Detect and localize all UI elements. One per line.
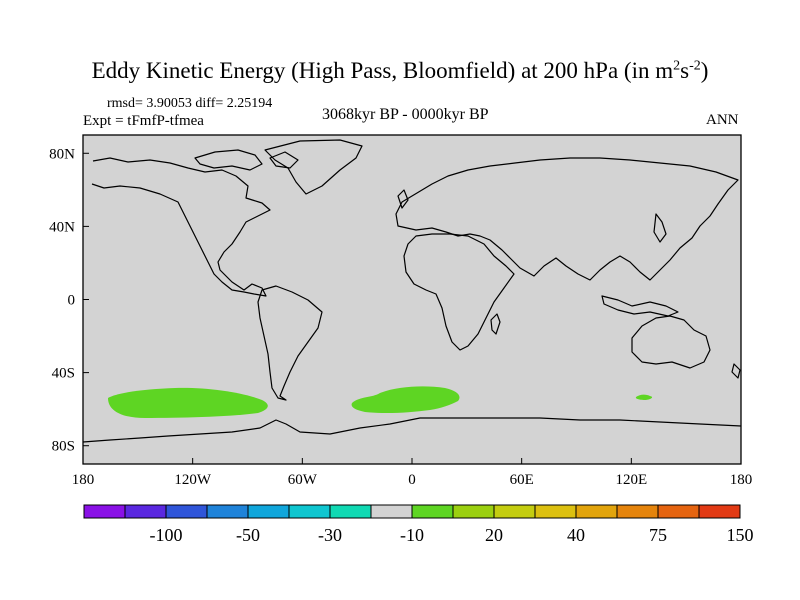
colorbar-box: [288, 504, 331, 519]
x-tick-label: 60W: [288, 472, 318, 488]
coastline-japan: [653, 213, 667, 243]
colorbar-box: [698, 504, 741, 519]
y-tick-label: 0: [68, 293, 76, 309]
anomaly-region-south-pacific: [108, 387, 268, 418]
colorbar-label: -50: [236, 525, 260, 545]
colorbar-box: [83, 504, 126, 519]
longitude-ticks: 180 120W 60W 0 60E 120E 180: [72, 458, 753, 488]
colorbar-box: [452, 504, 495, 519]
period-label: 3068kyr BP - 0000kyr BP: [322, 106, 489, 123]
colorbar-box: [329, 504, 372, 519]
coastline-madagascar: [490, 313, 501, 335]
coastline-canadian-arctic: [194, 149, 299, 171]
colorbar-box: [616, 504, 659, 519]
colorbar-label: 150: [727, 525, 754, 545]
coastline-australia: [631, 315, 711, 369]
coastline-indonesia: [601, 295, 679, 317]
x-tick-label: 0: [408, 472, 416, 488]
colorbar-box: [247, 504, 290, 519]
coastline-new-zealand: [731, 363, 741, 379]
experiment-label: Expt = tFmfP-tfmea: [83, 113, 204, 129]
coastline-greenland: [264, 139, 363, 195]
x-tick-label: 180: [730, 472, 753, 488]
colorbar-box: [575, 504, 618, 519]
statistics-label: rmsd= 3.90053 diff= 2.25194: [107, 96, 273, 111]
anomaly-region-indian-ocean: [635, 394, 653, 400]
coastline-south-america: [257, 285, 323, 401]
coastline-uk: [397, 189, 409, 209]
colorbar-box: [165, 504, 208, 519]
colorbar-box: [493, 504, 536, 519]
colorbar-label: 75: [649, 525, 667, 545]
colorbar-boxes: [83, 504, 741, 519]
x-tick-label: 120E: [615, 472, 647, 488]
colorbar-box: [657, 504, 700, 519]
latitude-ticks: 80N 40N 0 40S 80S: [49, 146, 89, 455]
colorbar-label: -100: [150, 525, 183, 545]
colorbar-label: 20: [485, 525, 503, 545]
chart-title: Eddy Kinetic Energy (High Pass, Bloomfie…: [91, 58, 709, 83]
colorbar-box: [206, 504, 249, 519]
colorbar-box: [411, 504, 454, 519]
x-tick-label: 180: [72, 472, 95, 488]
season-label: ANN: [706, 112, 739, 128]
colorbar-label: -10: [400, 525, 424, 545]
anomaly-regions: [108, 386, 653, 418]
colorbar-box: [534, 504, 577, 519]
colorbar-labels: -100 -50 -30 -10 20 40 75 150: [150, 525, 754, 545]
x-tick-label: 120W: [174, 472, 212, 488]
coastlines: [82, 139, 742, 443]
y-tick-label: 40S: [52, 366, 75, 382]
y-tick-label: 40N: [49, 219, 75, 235]
x-tick-label: 60E: [510, 472, 534, 488]
colorbar-box: [370, 504, 413, 519]
y-tick-label: 80S: [52, 439, 75, 455]
coastline-africa: [403, 233, 515, 351]
colorbar-label: 40: [567, 525, 585, 545]
anomaly-region-south-atlantic: [351, 386, 460, 414]
colorbar-label: -30: [318, 525, 342, 545]
coastline-eurasia: [395, 157, 739, 281]
coastline-north-america: [91, 157, 271, 297]
coastline-antarctica: [82, 417, 742, 443]
y-tick-label: 80N: [49, 146, 75, 162]
colorbar-box: [124, 504, 167, 519]
